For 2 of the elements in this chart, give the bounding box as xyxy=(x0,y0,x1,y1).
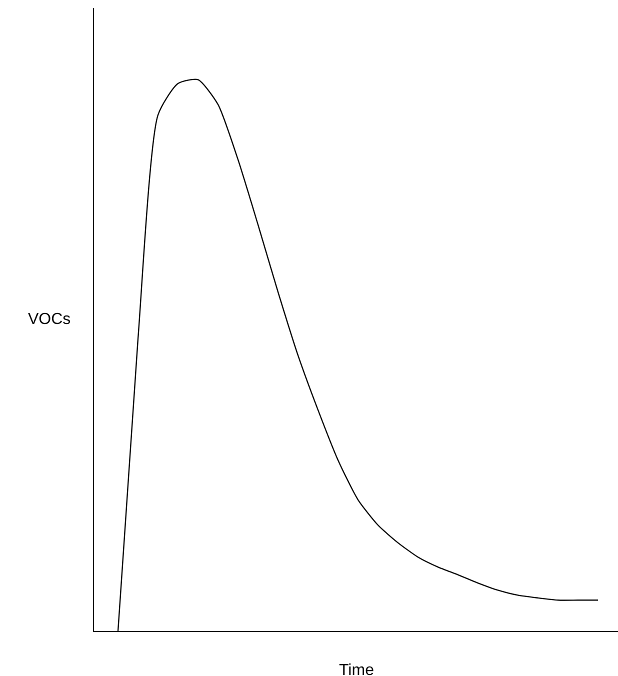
y-axis-title: VOCs xyxy=(28,311,71,328)
x-axis-title: Time xyxy=(339,662,374,676)
